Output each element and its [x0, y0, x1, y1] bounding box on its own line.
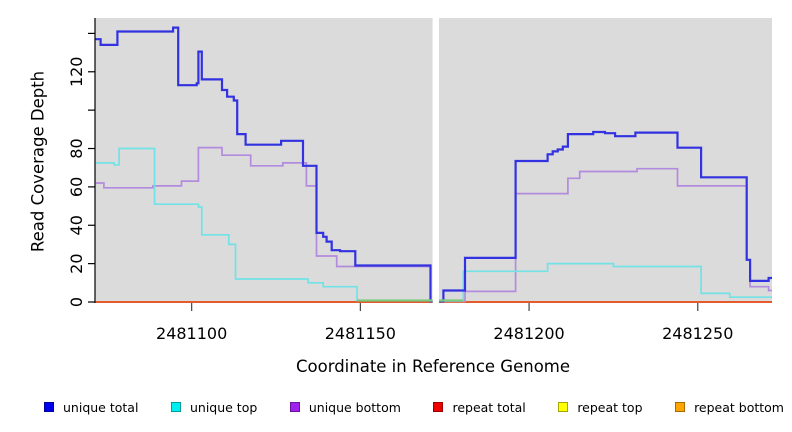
series-unique-bottom — [95, 146, 433, 303]
legend-swatch-icon — [675, 402, 686, 412]
x-tick-label: 2481250 — [662, 324, 733, 343]
y-tick-label: 0 — [67, 297, 86, 307]
legend-item-repeat-top: repeat top — [558, 399, 643, 415]
series-unique-total — [95, 26, 433, 303]
panel-left — [95, 18, 433, 303]
legend-label: unique bottom — [308, 399, 401, 415]
x-tick-label: 2481200 — [493, 324, 564, 343]
y-tick-label: 80 — [67, 138, 86, 158]
y-tick-label: 120 — [67, 56, 86, 87]
y-tick-label: 60 — [67, 177, 86, 197]
x-axis-title-text: Coordinate in Reference Genome — [295, 357, 571, 376]
legend-item-unique-total: unique total — [44, 400, 138, 415]
legend-swatch-icon — [44, 402, 54, 412]
y-axis-title: Read Coverage Depth — [28, 70, 48, 253]
x-axis-title: Coordinate in Reference Genome — [0, 357, 792, 376]
panel-right — [438, 18, 772, 303]
x-tick-label: 2481150 — [325, 324, 396, 343]
legend-label: unique total — [63, 399, 139, 415]
series-unique-total — [439, 130, 772, 303]
legend-label: repeat bottom — [694, 399, 784, 415]
series-unique-bottom — [439, 167, 772, 303]
legend-item-repeat-total: repeat total — [433, 399, 526, 415]
legend-item-unique-top: unique top — [170, 399, 258, 415]
x-tick-label: 2481100 — [156, 324, 227, 343]
legend-swatch-icon — [558, 402, 569, 412]
legend-label: unique top — [189, 399, 258, 415]
y-tick-label: 40 — [67, 215, 86, 235]
legend-label: repeat total — [452, 399, 526, 415]
legend-swatch-icon — [433, 402, 444, 412]
series-unique-top — [439, 262, 772, 302]
legend-item-repeat-bottom: repeat bottom — [675, 400, 784, 415]
series-unique-top — [95, 147, 433, 302]
legend-label: repeat top — [577, 399, 643, 415]
legend-item-unique-bottom: unique bottom — [289, 399, 401, 415]
y-tick-label: 20 — [67, 253, 86, 273]
legend: unique total unique top unique bottom repea… — [44, 397, 784, 417]
legend-swatch-icon — [289, 402, 300, 412]
legend-swatch-icon — [170, 402, 181, 412]
